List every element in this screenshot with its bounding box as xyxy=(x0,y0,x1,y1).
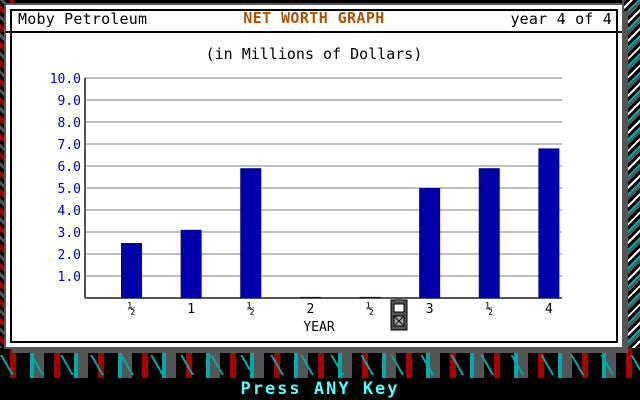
bar xyxy=(240,168,262,298)
bar xyxy=(478,168,500,298)
x-tick-label: ½ xyxy=(247,302,255,317)
bar xyxy=(359,296,381,298)
map-rail-tracks xyxy=(0,355,640,375)
dialog-frame xyxy=(10,9,618,343)
y-tick-label: 6.0 xyxy=(58,160,81,175)
x-tick-label: 1 xyxy=(187,302,195,317)
y-tick-label: 2.0 xyxy=(58,248,81,263)
x-tick-label: 2 xyxy=(306,302,314,317)
y-tick-label: 7.0 xyxy=(58,138,81,153)
bar xyxy=(419,188,441,298)
bar xyxy=(299,296,321,298)
net-worth-chart: 1.0 2.0 3.0 4.0 5.0 6.0 7.0 8.0 9.0 10.0 ½ 1 ½ 2 ½ 3 ½ 4 Y… xyxy=(6,5,622,347)
net-worth-dialog[interactable]: Moby Petroleum NET WORTH GRAPH year 4 of… xyxy=(6,5,622,347)
x-tick-label: ½ xyxy=(366,302,374,317)
y-tick-label: 10.0 xyxy=(50,72,81,87)
y-tick-label: 3.0 xyxy=(58,226,81,241)
dialog-title: NET WORTH GRAPH xyxy=(243,9,385,27)
map-edge-right xyxy=(622,0,640,378)
x-axis-label: YEAR xyxy=(303,320,334,335)
x-tick-label: 3 xyxy=(426,302,434,317)
status-bar: Press ANY Key xyxy=(0,378,640,400)
bar xyxy=(121,243,143,298)
y-tick-label: 9.0 xyxy=(58,94,81,109)
company-name: Moby Petroleum xyxy=(18,10,148,28)
dialog-title-bar: Moby Petroleum NET WORTH GRAPH year 4 of… xyxy=(6,5,622,33)
y-tick-label: 5.0 xyxy=(58,182,81,197)
y-tick-label: 8.0 xyxy=(58,116,81,131)
press-any-key-prompt[interactable]: Press ANY Key xyxy=(240,379,400,399)
gas-pump-cursor-icon xyxy=(390,298,408,331)
y-tick-label: 4.0 xyxy=(58,204,81,219)
chart-subtitle: (in Millions of Dollars) xyxy=(205,45,423,63)
bar xyxy=(180,229,202,298)
y-tick-label: 1.0 xyxy=(58,270,81,285)
year-status: year 4 of 4 xyxy=(510,10,612,28)
x-tick-label: 4 xyxy=(545,302,553,317)
map-background xyxy=(0,0,640,378)
x-tick-label: ½ xyxy=(128,302,136,317)
chart-svg: 1.0 2.0 3.0 4.0 5.0 6.0 7.0 8.0 9.0 10.0 ½ 1 ½ 2 ½ 3 ½ 4 Y… xyxy=(50,72,562,335)
bar xyxy=(538,148,560,298)
x-tick-label: ½ xyxy=(485,302,493,317)
